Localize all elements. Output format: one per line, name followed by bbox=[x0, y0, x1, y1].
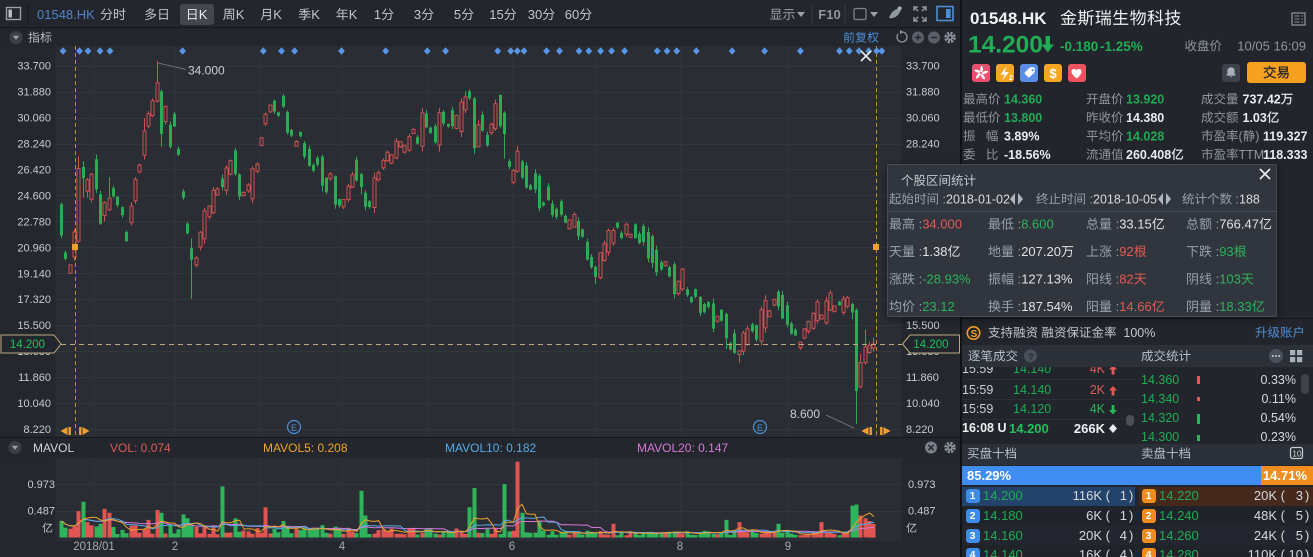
svg-text:15.500: 15.500 bbox=[17, 320, 51, 332]
svg-text:31.880: 31.880 bbox=[906, 86, 940, 98]
svg-text:28.240: 28.240 bbox=[17, 138, 51, 150]
svg-text:14.200: 14.200 bbox=[10, 339, 45, 351]
svg-text:10.040: 10.040 bbox=[906, 398, 940, 410]
svg-text:11.860: 11.860 bbox=[906, 372, 939, 384]
svg-text:8.220: 8.220 bbox=[23, 424, 51, 436]
svg-text:8.600: 8.600 bbox=[790, 407, 820, 421]
svg-text:11.860: 11.860 bbox=[18, 372, 51, 384]
svg-text:2: 2 bbox=[1009, 75, 1013, 82]
svg-text:34.000: 34.000 bbox=[188, 64, 225, 78]
svg-text:14.200: 14.200 bbox=[913, 339, 948, 351]
svg-text:0.487: 0.487 bbox=[27, 506, 55, 518]
svg-text:10: 10 bbox=[1292, 449, 1302, 459]
svg-text:8.220: 8.220 bbox=[906, 424, 934, 436]
svg-text:33.700: 33.700 bbox=[906, 60, 940, 72]
svg-text:MAVOL: MAVOL bbox=[33, 441, 74, 455]
svg-text:26.420: 26.420 bbox=[17, 164, 51, 176]
svg-text:MAVOL20: 0.147: MAVOL20: 0.147 bbox=[637, 441, 728, 455]
svg-text:15.500: 15.500 bbox=[906, 320, 940, 332]
svg-text:E: E bbox=[757, 423, 763, 433]
svg-text:31.880: 31.880 bbox=[17, 86, 51, 98]
svg-text:10.040: 10.040 bbox=[17, 398, 51, 410]
svg-text:20.960: 20.960 bbox=[17, 242, 51, 254]
svg-text:30.060: 30.060 bbox=[17, 112, 51, 124]
svg-text:MAVOL10: 0.182: MAVOL10: 0.182 bbox=[445, 441, 536, 455]
svg-text:S: S bbox=[971, 329, 978, 340]
svg-text:E: E bbox=[291, 423, 297, 433]
svg-text:24.600: 24.600 bbox=[17, 190, 51, 202]
svg-text:VOL: 0.074: VOL: 0.074 bbox=[110, 441, 171, 455]
svg-text:0.487: 0.487 bbox=[908, 506, 936, 518]
svg-text:0.973: 0.973 bbox=[908, 479, 936, 491]
svg-text:30.060: 30.060 bbox=[906, 112, 940, 124]
svg-text:0.973: 0.973 bbox=[27, 479, 55, 491]
svg-text:?: ? bbox=[1028, 352, 1034, 363]
svg-text:19.140: 19.140 bbox=[17, 268, 51, 280]
svg-text:17.320: 17.320 bbox=[17, 294, 51, 306]
svg-text:33.700: 33.700 bbox=[17, 60, 51, 72]
svg-text:22.780: 22.780 bbox=[17, 216, 51, 228]
svg-text:MAVOL5: 0.208: MAVOL5: 0.208 bbox=[263, 441, 348, 455]
svg-text:28.240: 28.240 bbox=[906, 138, 940, 150]
svg-text:$: $ bbox=[1050, 66, 1058, 81]
